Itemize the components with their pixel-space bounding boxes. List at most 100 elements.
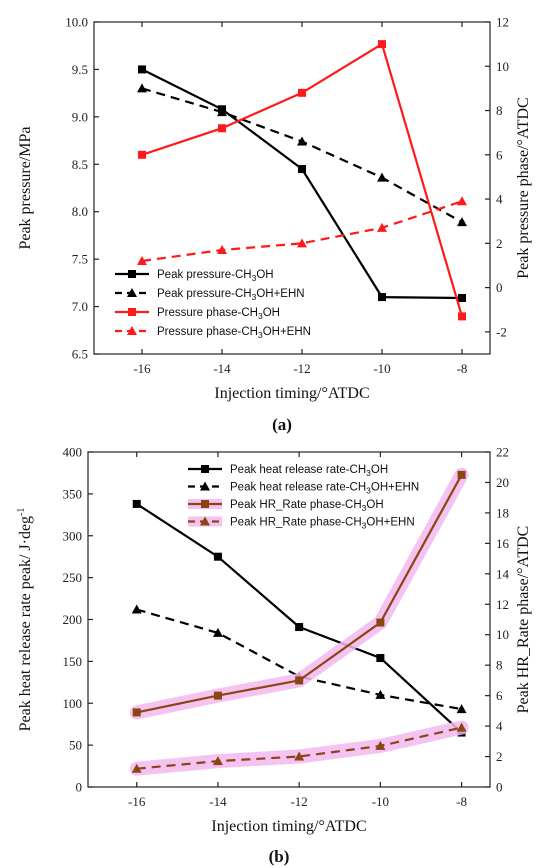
x-tick-label: -16	[133, 361, 151, 376]
legend-entry-2: Pressure phase-CH3OH	[157, 307, 280, 321]
series-line	[141, 200, 463, 263]
legend-text-main: Peak HR_Rate phase-CH	[230, 499, 362, 511]
panel-label: (a)	[272, 415, 292, 434]
legend-text-tail: OH	[366, 499, 383, 511]
y-left-tick-label: 150	[63, 654, 83, 669]
data-point	[377, 172, 387, 182]
y-left-tick-label: 100	[63, 696, 83, 711]
legend-text-tail: OH+EHN	[263, 326, 311, 338]
legend-text-tail: OH	[371, 464, 388, 476]
data-point	[297, 136, 307, 146]
y-left-axis-title-text: Peak pressure/MPa	[17, 126, 34, 249]
y-left-tick-label: 50	[69, 738, 82, 753]
y-left-tick-label: 350	[63, 486, 83, 501]
x-tick-label: -10	[372, 794, 389, 809]
x-tick-label: -14	[213, 361, 231, 376]
legend-text-main: Peak heat release rate-CH	[230, 464, 366, 476]
y-right-tick-label: 22	[496, 445, 509, 460]
y-left-axis-title-sup: -1	[16, 508, 27, 516]
legend-text-main: Peak heat release rate-CH	[230, 482, 366, 494]
data-point	[138, 65, 146, 74]
y-right-tick-label: 10	[496, 59, 509, 74]
x-tick-label: -12	[290, 794, 307, 809]
x-tick-label: -8	[457, 361, 468, 376]
legend-entry-0: Peak heat release rate-CH3OH	[230, 464, 388, 478]
x-axis-title: Injection timing/°ATDC	[214, 385, 369, 402]
x-tick-label: -8	[456, 794, 467, 809]
legend-entry-3: Peak HR_Rate phase-CH3OH+EHN	[230, 517, 415, 531]
y-left-tick-label: 7.0	[72, 299, 88, 314]
y-right-tick-label: 18	[496, 505, 509, 520]
y-left-tick-label: 9.0	[72, 109, 88, 124]
legend-text-sub: 3	[258, 311, 263, 321]
chart-panel-a: -16 -14 -12 -10 -8 6.5 7.0 7.5 8.0 8.5 9.0 9.5 10.0 -…	[17, 15, 532, 435]
data-point	[298, 88, 306, 97]
legend-text-sub: 3	[362, 521, 367, 531]
data-point	[212, 627, 223, 637]
y-right-tick-label: 2	[496, 236, 503, 251]
legend-text-tail: OH	[256, 269, 273, 281]
data-point	[212, 756, 223, 766]
data-point	[378, 293, 386, 302]
data-point	[458, 294, 466, 303]
legend-entry-3: Pressure phase-CH3OH+EHN	[157, 326, 311, 340]
legend-marker	[200, 481, 210, 491]
x-axis-title: Injection timing/°ATDC	[211, 818, 366, 835]
y-left-tick-label: 6.5	[72, 347, 88, 362]
legend-marker	[127, 326, 137, 335]
data-point	[376, 654, 385, 663]
legend-text-sub: 3	[258, 330, 263, 340]
y-right-tick-label: 20	[496, 475, 509, 490]
y-right-tick-label: 2	[496, 749, 503, 764]
data-point	[298, 165, 306, 174]
legend-marker	[201, 500, 209, 508]
data-point	[213, 691, 222, 700]
y-right-tick-label: 0	[496, 280, 503, 295]
data-point	[131, 604, 142, 614]
data-point	[378, 40, 386, 49]
y-left-axis-title-text: Peak heat release rate peak/ J·deg	[17, 516, 34, 731]
data-point	[375, 689, 386, 699]
legend-text-sub: 3	[366, 468, 371, 478]
y-left-tick-label: 300	[63, 528, 83, 543]
y-right-axis-title: Peak pressure phase/°ATDC	[515, 97, 532, 278]
series-2	[138, 40, 466, 321]
legend-text-main: Pressure phase-CH	[157, 307, 258, 319]
y-right-tick-label: -2	[496, 324, 507, 339]
data-point	[137, 256, 147, 266]
series-glow	[129, 720, 469, 776]
x-tick-label: -16	[128, 794, 146, 809]
data-point	[213, 552, 222, 561]
series-line	[136, 608, 462, 711]
y-right-tick-label: 12	[496, 597, 509, 612]
y-left-tick-label: 7.5	[72, 252, 88, 267]
plot-frame	[93, 21, 491, 355]
legend-text-main: Peak HR_Rate phase-CH	[230, 517, 362, 529]
series-3	[129, 720, 469, 776]
y-right-tick-label: 14	[496, 566, 510, 581]
panel-label: (b)	[269, 847, 290, 866]
y-left-tick-label: 8.0	[72, 204, 88, 219]
y-left-tick-label: 9.5	[72, 62, 88, 77]
y-left-tick-label: 250	[63, 570, 83, 585]
legend-text-main: Peak pressure-CH	[157, 288, 252, 300]
legend-text-main: Pressure phase-CH	[157, 326, 258, 338]
data-point	[297, 238, 307, 248]
data-point	[458, 312, 466, 321]
legend-text-tail: OH+EHN	[256, 288, 304, 300]
data-point	[377, 222, 387, 232]
data-point	[457, 470, 466, 479]
data-point	[131, 763, 142, 773]
y-right-axis-title: Peak HR_Rate phase/°ATDC	[515, 526, 532, 714]
series-1	[137, 83, 467, 227]
series-2	[129, 467, 469, 720]
y-right-tick-label: 4	[496, 192, 503, 207]
legend-text-sub: 3	[252, 273, 257, 283]
y-right-tick-label: 12	[496, 15, 509, 30]
legend-marker	[201, 465, 209, 473]
y-right-tick-label: 10	[496, 627, 509, 642]
legend-entry-2: Peak HR_Rate phase-CH3OH	[230, 499, 384, 513]
y-left-tick-label: 8.5	[72, 157, 88, 172]
